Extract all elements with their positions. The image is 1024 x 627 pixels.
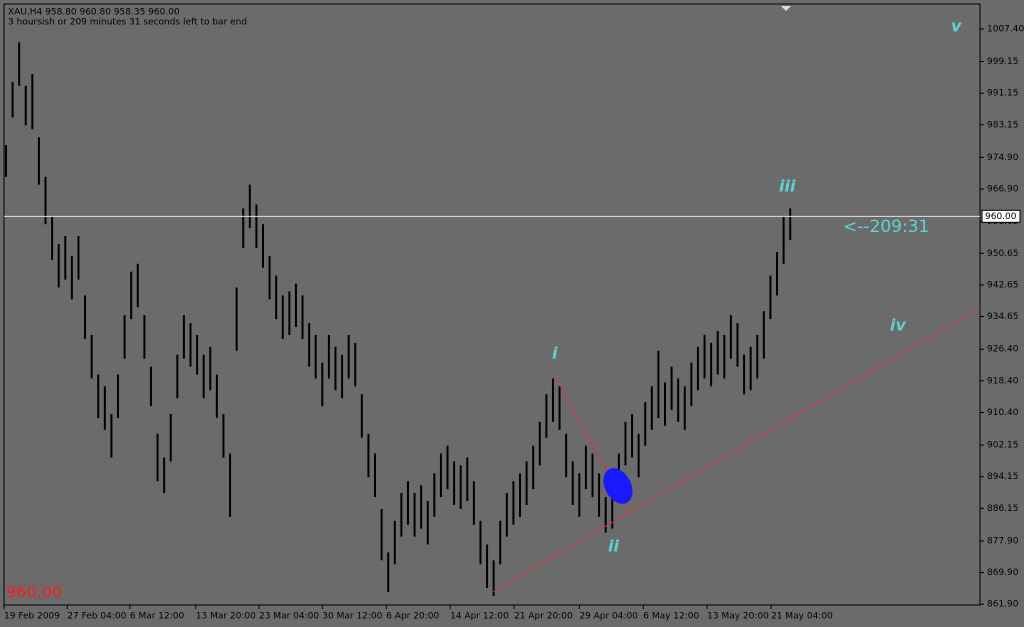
y-tick-label: 934.65	[987, 312, 1019, 322]
wave-label: iii	[779, 177, 796, 196]
wave-label: i	[552, 344, 558, 363]
wave-label: ii	[608, 537, 619, 556]
y-tick-label: 950.65	[987, 249, 1019, 259]
trend-line	[492, 307, 981, 593]
y-tick-label: 886.15	[987, 504, 1019, 514]
x-tick-label: 27 Feb 04:00	[67, 612, 126, 622]
y-tick-label: 991.15	[987, 89, 1019, 99]
countdown: <--209:31	[843, 217, 929, 237]
bars	[4, 42, 792, 596]
y-tick-label: 877.90	[987, 536, 1019, 546]
x-tick-label: 13 Mar 20:00	[196, 612, 256, 622]
x-tick-label: 19 Feb 2009	[4, 612, 60, 622]
wave-label: iv	[890, 316, 906, 335]
wave-label: v	[951, 17, 962, 36]
highlight-ellipse	[603, 468, 633, 504]
price-box	[981, 209, 1021, 223]
price-readout: 960.00	[6, 583, 62, 602]
x-tick-label: 23 Mar 04:00	[259, 612, 319, 622]
x-tick-label: 13 May 20:00	[707, 612, 769, 622]
x-tick-label: 6 Apr 20:00	[386, 612, 439, 622]
y-tick-label: 983.15	[987, 120, 1019, 130]
x-tick-label: 14 Apr 12:00	[450, 612, 509, 622]
x-tick-label: 29 Apr 04:00	[579, 612, 638, 622]
y-tick-label: 918.40	[987, 376, 1019, 386]
x-tick-label: 21 Apr 20:00	[514, 612, 573, 622]
x-tick-label: 6 Mar 12:00	[130, 612, 185, 622]
subheader: 3 hoursish or 209 minutes 31 seconds lef…	[8, 18, 247, 28]
y-tick-label: 966.90	[987, 185, 1019, 195]
y-tick-label: 942.65	[987, 280, 1019, 290]
y-tick-label: 1007.40	[987, 24, 1024, 34]
y-tick-label: 861.90	[987, 600, 1019, 610]
y-tick-label: 902.15	[987, 441, 1019, 451]
price-box-label: 960.00	[985, 212, 1017, 222]
y-tick-label: 999.15	[987, 57, 1019, 67]
x-tick-label: 6 May 12:00	[643, 612, 699, 622]
y-tick-label: 910.40	[987, 408, 1019, 418]
x-tick-label: 21 May 04:00	[771, 612, 833, 622]
y-tick-label: 926.40	[987, 345, 1019, 355]
header: XAU,H4 958.80 960.80 958.35 960.00	[8, 8, 180, 18]
y-tick-label: 894.15	[987, 472, 1019, 482]
y-tick-label: 974.90	[987, 153, 1019, 163]
y-tick-label: 869.90	[987, 568, 1019, 578]
plot-frame	[3, 3, 981, 606]
shift-marker	[781, 6, 791, 11]
x-tick-label: 30 Mar 12:00	[322, 612, 382, 622]
